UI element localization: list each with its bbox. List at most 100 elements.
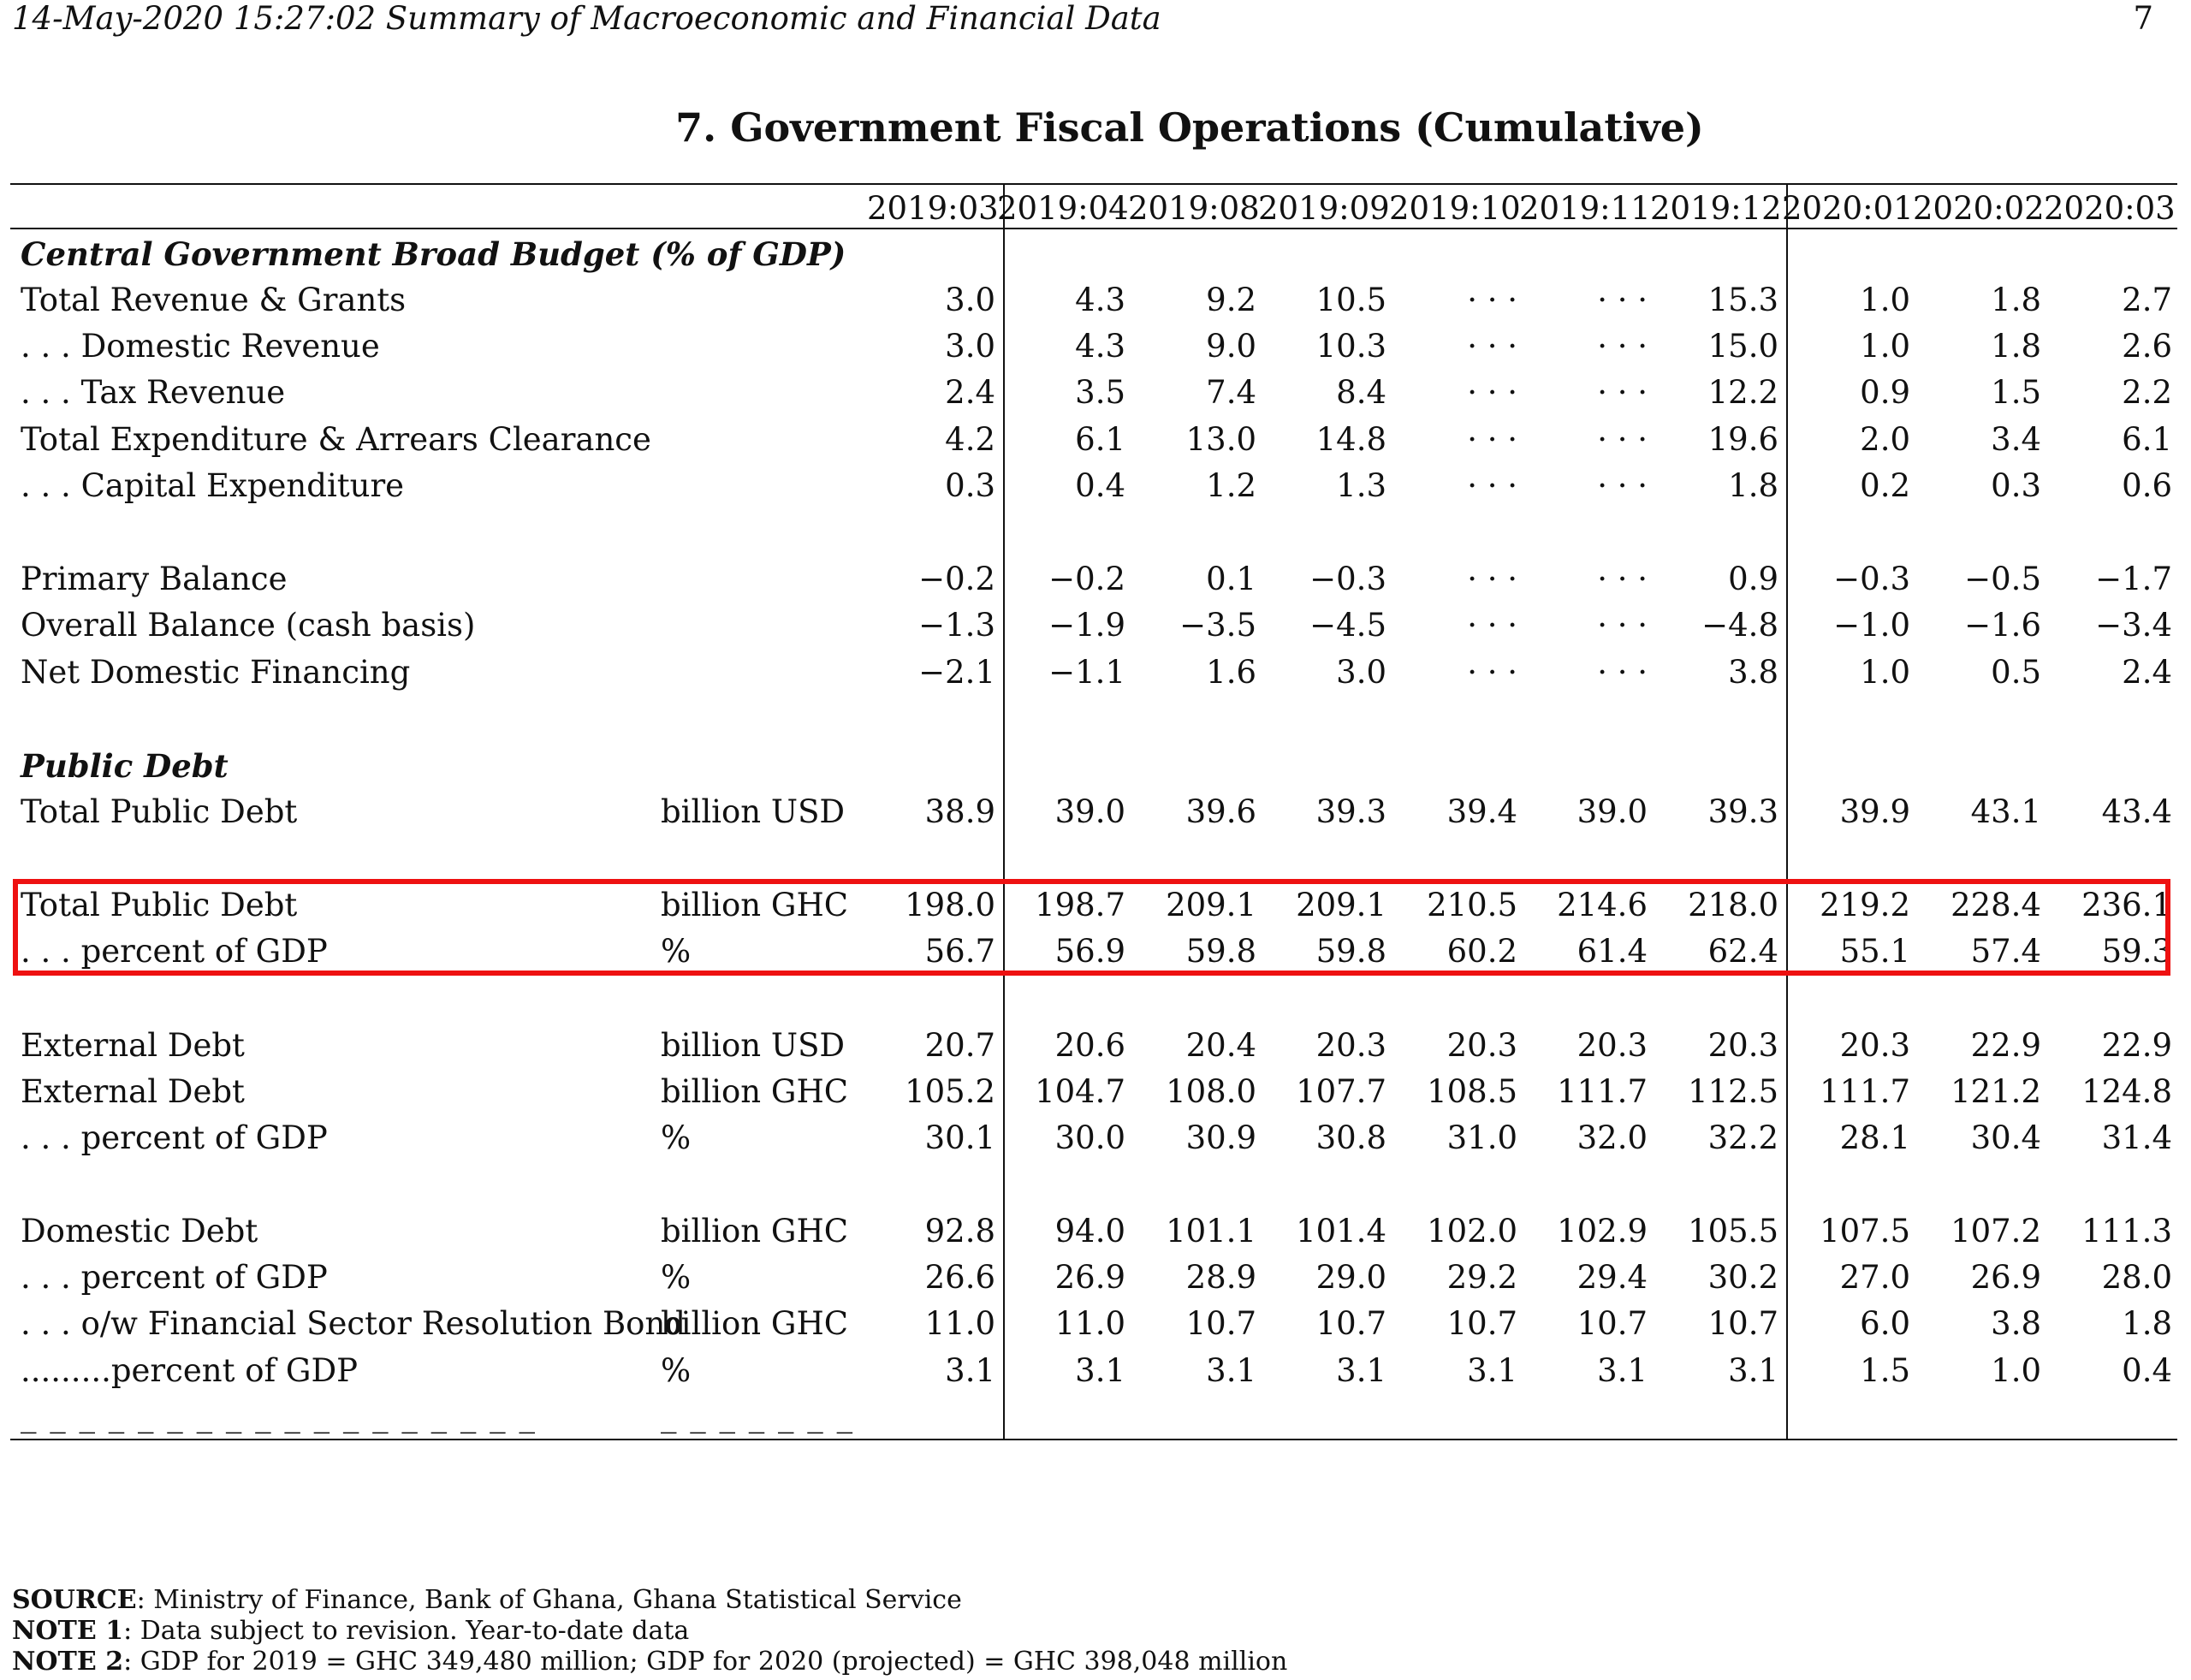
table-cell: 198.7 <box>1035 887 1125 923</box>
table-cell: 0.3 <box>945 467 995 504</box>
table-cell: 121.2 <box>1951 1073 2041 1110</box>
table-cell: 39.0 <box>1576 793 1648 830</box>
table-cell: 92.8 <box>924 1213 995 1250</box>
table-cell: 6.0 <box>1860 1305 1910 1342</box>
table-cell: 32.2 <box>1707 1119 1778 1156</box>
table-cell: 0.1 <box>1206 561 1256 597</box>
table-cell: 1.5 <box>1860 1352 1910 1389</box>
table-cell: 1.8 <box>1991 282 2041 318</box>
table-cell: 39.4 <box>1446 793 1517 830</box>
table-cell: 0.6 <box>2122 467 2172 504</box>
table-cell: −0.3 <box>1309 561 1386 597</box>
row-label: . . . o/w Financial Sector Resolution Bo… <box>21 1305 686 1342</box>
table-cell: 210.5 <box>1427 887 1517 923</box>
table-cell: 26.9 <box>1054 1259 1125 1296</box>
table-cell: 3.0 <box>945 328 995 365</box>
table-cell: 55.1 <box>1839 933 1910 970</box>
table-cell: 57.4 <box>1970 933 2041 970</box>
table-cell: 124.8 <box>2081 1073 2172 1110</box>
table-cell: 39.9 <box>1839 793 1910 830</box>
footer-source: SOURCE: Ministry of Finance, Bank of Gha… <box>12 1585 962 1615</box>
table-cell: 11.0 <box>1054 1305 1125 1342</box>
table-cell: 3.8 <box>1728 654 1778 691</box>
table-cell: · · · <box>1467 328 1517 365</box>
table-cell: 30.1 <box>924 1119 995 1156</box>
table-cell: 20.6 <box>1054 1027 1125 1064</box>
row-label: Overall Balance (cash basis) <box>21 607 476 644</box>
table-cell: 38.9 <box>924 793 995 830</box>
row-unit: billion USD <box>661 1027 846 1064</box>
table-cell: 10.7 <box>1446 1305 1517 1342</box>
table-cell: 10.7 <box>1185 1305 1256 1342</box>
table-cell: 0.9 <box>1860 374 1910 411</box>
row-unit: billion GHC <box>661 1213 849 1250</box>
table-cell: 60.2 <box>1446 933 1517 970</box>
table-cell: · · · <box>1597 374 1648 411</box>
table-cell: 3.1 <box>945 1352 995 1389</box>
table-cell: 111.7 <box>1820 1073 1910 1110</box>
column-header: 2020:01 <box>1782 190 1914 227</box>
table-cell: 39.3 <box>1315 793 1386 830</box>
column-header: 2019:11 <box>1519 190 1651 227</box>
row-label: Domestic Debt <box>21 1213 258 1250</box>
row-unit: % <box>661 933 692 970</box>
table-cell: 11.0 <box>924 1305 995 1342</box>
table-cell: 214.6 <box>1557 887 1648 923</box>
table-cell: 2.7 <box>2122 282 2172 318</box>
table-cell: · · · <box>1597 421 1648 458</box>
table-cell: · · · <box>1597 654 1648 691</box>
table-cell: 29.4 <box>1576 1259 1648 1296</box>
table-cell: 209.1 <box>1296 887 1386 923</box>
table-cell: 7.4 <box>1206 374 1256 411</box>
table-cell: 13.0 <box>1185 421 1256 458</box>
table-cell: 26.6 <box>924 1259 995 1296</box>
table-cell: 29.0 <box>1315 1259 1386 1296</box>
table-cell: 28.9 <box>1185 1259 1256 1296</box>
table-cell: · · · <box>1467 421 1517 458</box>
table-cell: 28.1 <box>1839 1119 1910 1156</box>
row-label: Net Domestic Financing <box>21 654 411 691</box>
table-cell: 8.4 <box>1336 374 1386 411</box>
table-cell: 39.6 <box>1185 793 1256 830</box>
table-cell: 0.5 <box>1991 654 2041 691</box>
table-cell: 112.5 <box>1688 1073 1778 1110</box>
table-cell: 30.0 <box>1054 1119 1125 1156</box>
table-cell: −0.2 <box>1048 561 1125 597</box>
table-cell: 2.2 <box>2122 374 2172 411</box>
table-cell: −1.1 <box>1048 654 1125 691</box>
row-label: .........percent of GDP <box>21 1352 359 1389</box>
table-cell: 20.7 <box>924 1027 995 1064</box>
table-cell: 3.0 <box>945 282 995 318</box>
table-cell: 20.3 <box>1576 1027 1648 1064</box>
column-header: 2019:08 <box>1128 190 1260 227</box>
table-cell: 20.3 <box>1315 1027 1386 1064</box>
table-cell: 31.0 <box>1446 1119 1517 1156</box>
table-cell: 15.3 <box>1707 282 1778 318</box>
table-cell: 30.8 <box>1315 1119 1386 1156</box>
table-cell: 2.6 <box>2122 328 2172 365</box>
footer-note-1: NOTE 1: Data subject to revision. Year-t… <box>12 1616 690 1646</box>
table-cell: 102.0 <box>1427 1213 1517 1250</box>
table-cell: 1.6 <box>1206 654 1256 691</box>
table-cell: · · · <box>1467 282 1517 318</box>
table-cell: 22.9 <box>1970 1027 2041 1064</box>
table-cell: · · · <box>1467 607 1517 644</box>
row-label: Total Public Debt <box>21 793 298 830</box>
row-label: Total Revenue & Grants <box>21 282 407 318</box>
table-cell: 219.2 <box>1820 887 1910 923</box>
column-header: 2019:09 <box>1258 190 1390 227</box>
row-label: Primary Balance <box>21 561 288 597</box>
table-cell: −1.6 <box>1964 607 2041 644</box>
column-divider-2020 <box>1786 183 1788 1440</box>
table-cell: 3.4 <box>1991 421 2041 458</box>
table-cell: −3.5 <box>1179 607 1256 644</box>
table-cell: 1.0 <box>1860 282 1910 318</box>
table-cell: 3.1 <box>1597 1352 1648 1389</box>
table-cell: · · · <box>1597 328 1648 365</box>
highlight-box <box>13 879 2170 976</box>
table-cell: 228.4 <box>1951 887 2041 923</box>
row-label: . . . Domestic Revenue <box>21 328 380 365</box>
table-cell: 31.4 <box>2101 1119 2172 1156</box>
table-cell: 107.7 <box>1296 1073 1386 1110</box>
table-cell: 1.0 <box>1991 1352 2041 1389</box>
